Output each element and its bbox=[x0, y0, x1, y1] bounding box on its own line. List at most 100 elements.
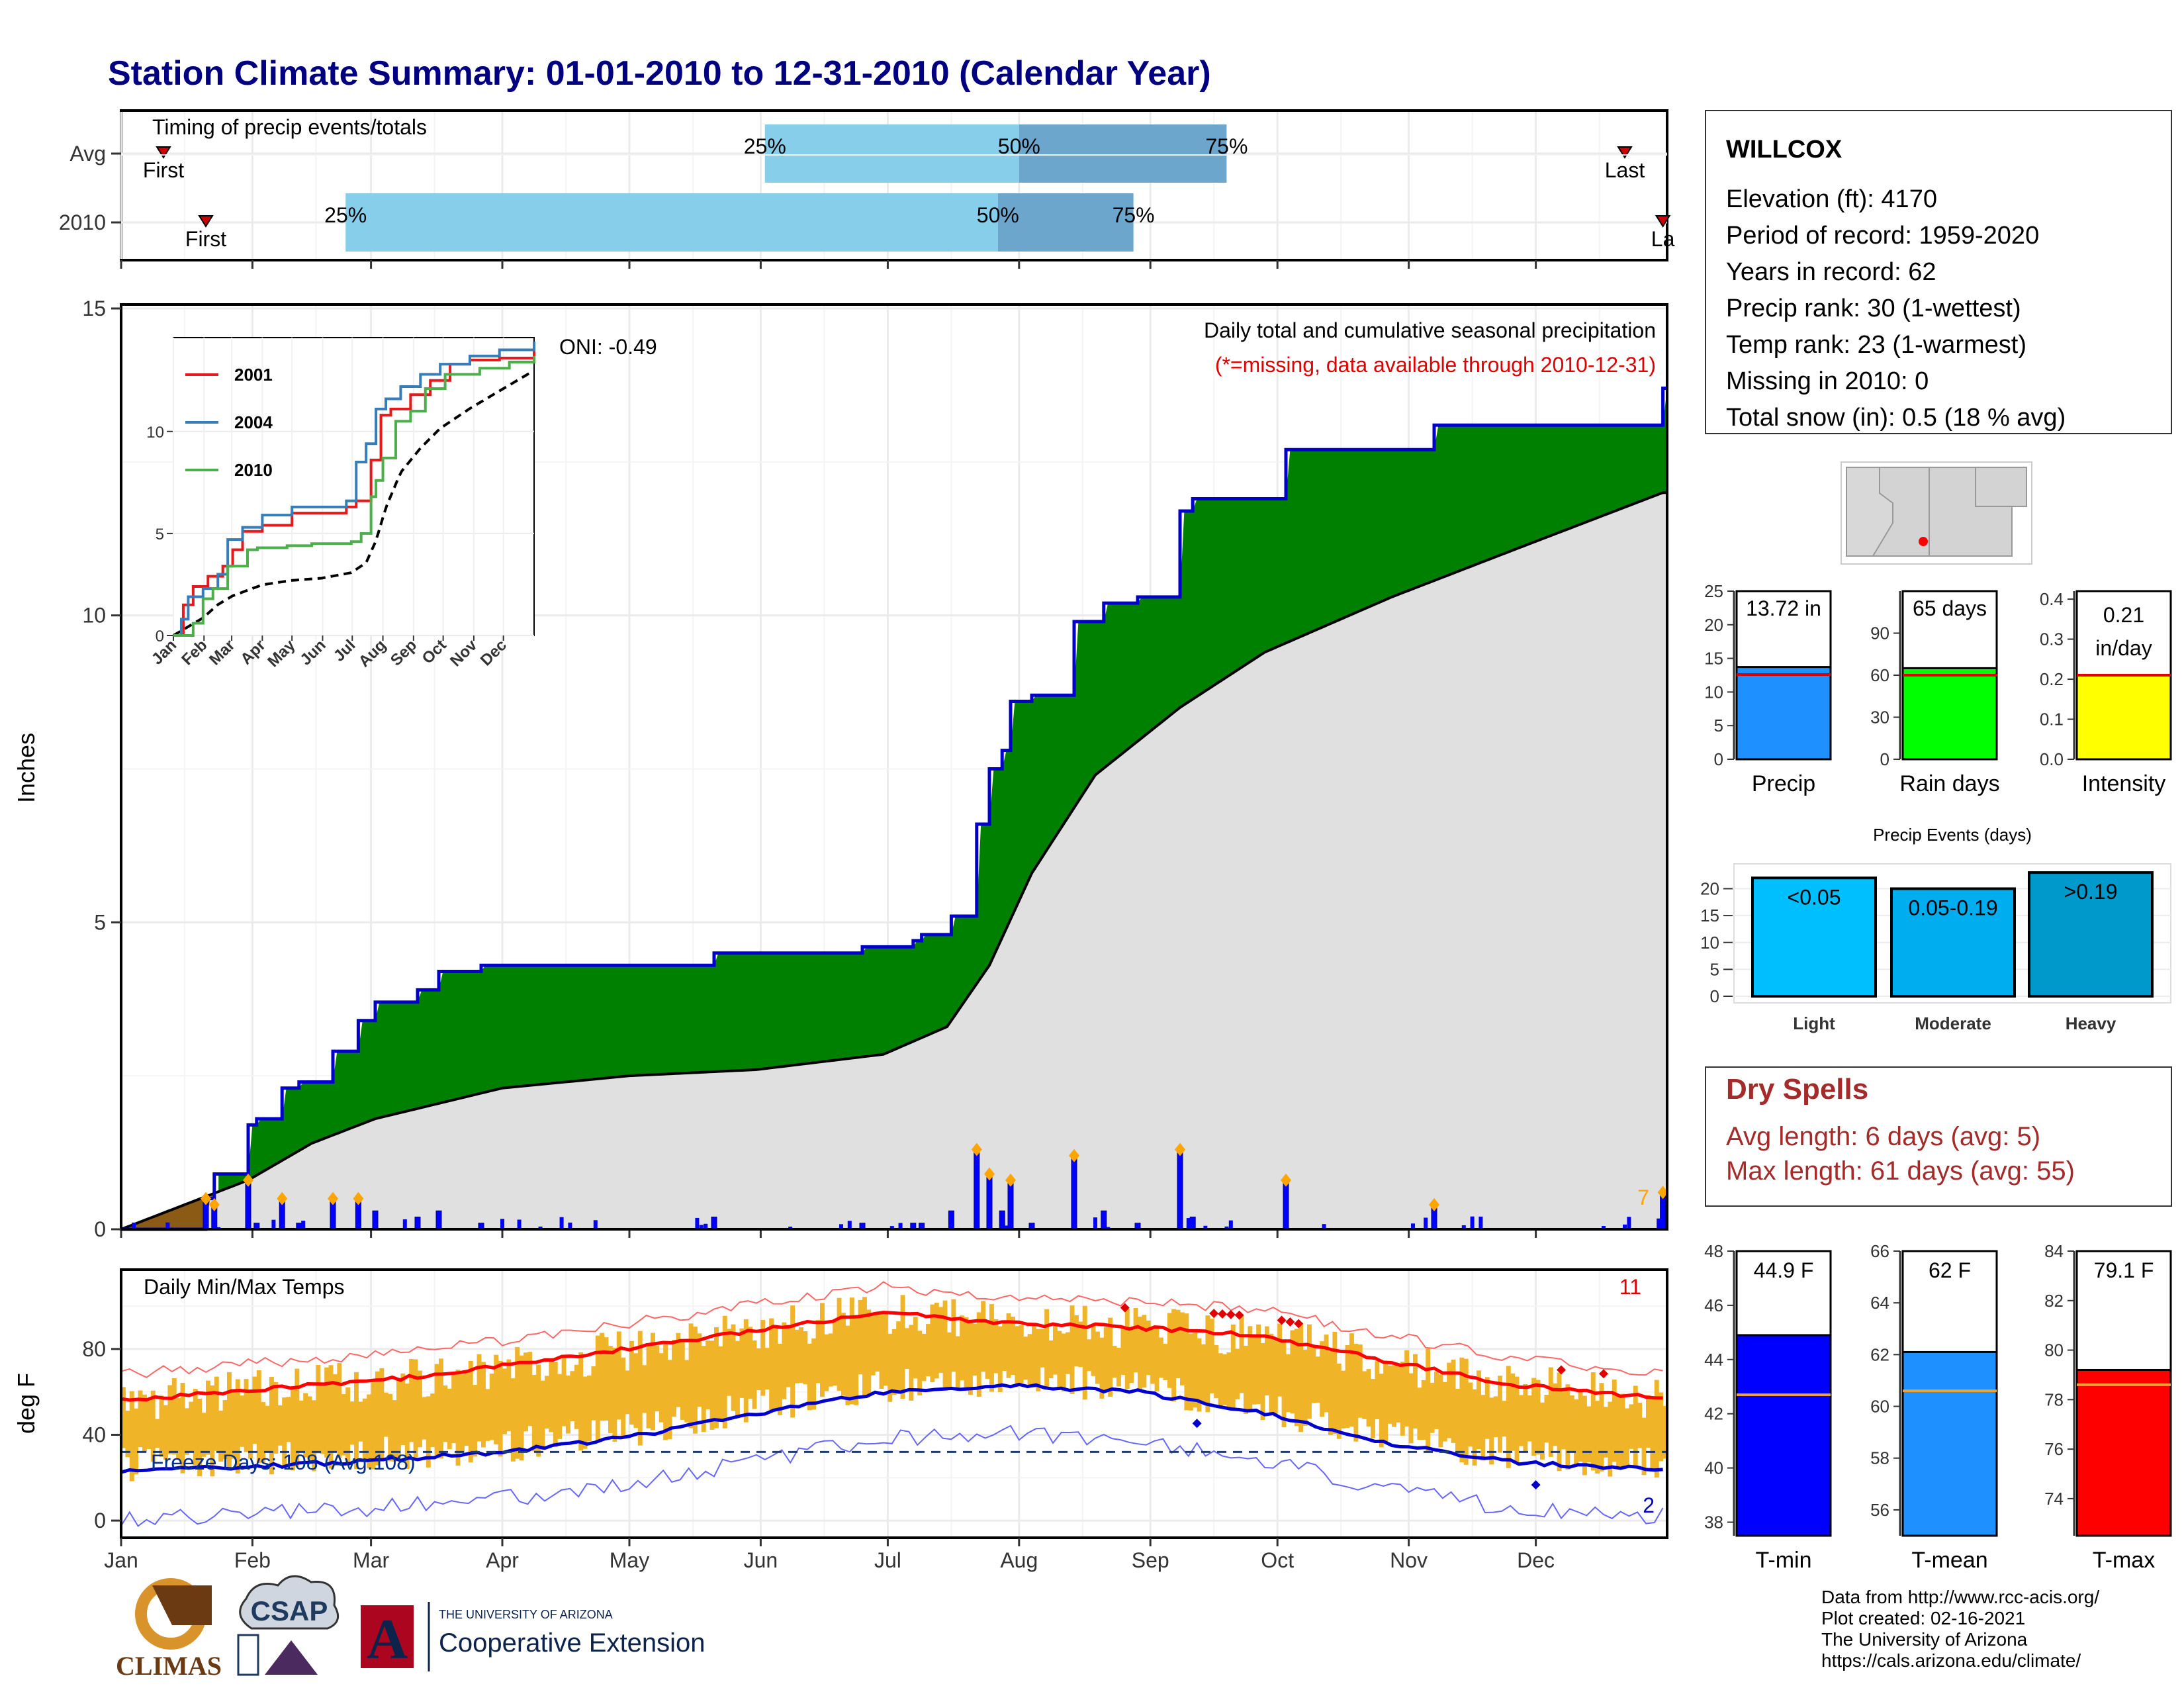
temp-daily-bar bbox=[1498, 1376, 1502, 1453]
temp-daily-bar bbox=[1472, 1389, 1477, 1466]
temp-daily-bar bbox=[1074, 1315, 1079, 1367]
temp-daily-bar bbox=[193, 1389, 198, 1466]
temp-daily-bar bbox=[570, 1371, 575, 1421]
inset-ytick-label: 10 bbox=[146, 424, 164, 442]
temp-daily-bar bbox=[545, 1376, 549, 1429]
temp-daily-bar bbox=[1426, 1348, 1431, 1452]
csap-rain bbox=[237, 1634, 259, 1676]
inset-ytick-label: 5 bbox=[156, 526, 164, 543]
inset-series-line-2004 bbox=[173, 342, 535, 637]
temp-daily-bar bbox=[367, 1394, 372, 1469]
timing-title: Timing of precip events/totals bbox=[152, 115, 427, 139]
temp-daily-bar bbox=[659, 1353, 664, 1423]
small-bar-tick-label: 0.2 bbox=[2040, 669, 2064, 689]
temp-record-high-marker bbox=[1557, 1365, 1566, 1375]
temp-y-axis: 0 40 80 bbox=[82, 1337, 121, 1532]
temp-daily-bar bbox=[1082, 1305, 1087, 1400]
temp-daily-bar bbox=[646, 1345, 651, 1429]
precip-daily-bar-small bbox=[1411, 1223, 1415, 1229]
temp-daily-bar bbox=[866, 1309, 872, 1395]
temp-daily-bar bbox=[1265, 1326, 1269, 1395]
precip-header-missing: (*=missing, data available through 2010-… bbox=[1215, 353, 1656, 377]
temp-daily-bar bbox=[760, 1320, 766, 1396]
temp-daily-bar bbox=[1371, 1379, 1375, 1438]
precip-extreme-marker bbox=[243, 1173, 253, 1187]
precip-ytick-label: 5 bbox=[94, 910, 106, 934]
temp-daily-bar bbox=[248, 1392, 253, 1459]
temp-bar-tick-label: 58 bbox=[1870, 1448, 1889, 1468]
station-line: Total snow (in): 0.5 (18 % avg) bbox=[1726, 404, 2066, 432]
temp-daily-bar bbox=[1019, 1325, 1024, 1383]
precip-daily-bar bbox=[711, 1216, 717, 1230]
temp-daily-bar bbox=[1078, 1321, 1083, 1368]
temp-daily-bar bbox=[926, 1324, 931, 1377]
temp-record-high-marker bbox=[1285, 1317, 1295, 1327]
ua-small-text: THE UNIVERSITY OF ARIZONA bbox=[439, 1608, 613, 1621]
temp-record-low-marker bbox=[1192, 1419, 1202, 1429]
precip-extreme-marker bbox=[1429, 1197, 1439, 1211]
temp-daily-bar bbox=[612, 1347, 617, 1442]
events-bar-label: <0.05 bbox=[1788, 885, 1841, 909]
temp-daily-bar bbox=[693, 1327, 698, 1434]
temp-daily-bar bbox=[985, 1322, 990, 1379]
temp-daily-bar bbox=[362, 1398, 367, 1460]
precip-daily-bar-small bbox=[695, 1217, 700, 1229]
temp-daily-bar bbox=[320, 1384, 325, 1454]
precip-daily-bar-small bbox=[839, 1224, 843, 1229]
small-bar-label: Intensity bbox=[2082, 771, 2166, 796]
temp-daily-bar bbox=[206, 1380, 210, 1455]
arizona-map bbox=[1841, 461, 2032, 565]
events-title: Precip Events (days) bbox=[1873, 825, 2032, 845]
temp-daily-bar bbox=[189, 1401, 194, 1452]
temp-daily-bar bbox=[150, 1390, 156, 1462]
temp-content bbox=[120, 1281, 1668, 1527]
temp-daily-bar bbox=[1023, 1336, 1028, 1380]
temp-daily-bar bbox=[180, 1383, 185, 1474]
temp-bar-label: T-max bbox=[2093, 1548, 2155, 1573]
small-bar-tick-label: 20 bbox=[1704, 615, 1723, 635]
temp-daily-bar bbox=[485, 1389, 490, 1441]
precip-daily-bar-small bbox=[1101, 1223, 1106, 1229]
small-bar-value: 65 days bbox=[1913, 596, 1987, 620]
temp-daily-bar bbox=[477, 1354, 482, 1442]
temp-bar-tick-label: 66 bbox=[1870, 1241, 1889, 1261]
precip-daily-bar-small bbox=[538, 1226, 543, 1229]
temp-daily-bar bbox=[1531, 1378, 1537, 1456]
temp-daily-bar bbox=[743, 1319, 749, 1423]
temp-daily-bar bbox=[849, 1297, 854, 1405]
temp-daily-bar bbox=[502, 1368, 507, 1434]
temp-record-high-marker bbox=[1120, 1303, 1130, 1313]
station-line: Missing in 2010: 0 bbox=[1726, 367, 1929, 395]
precip-daily-bar bbox=[1189, 1216, 1196, 1230]
temp-daily-bar bbox=[786, 1325, 791, 1387]
temp-daily-bar bbox=[1366, 1369, 1371, 1427]
temp-daily-bar bbox=[142, 1394, 147, 1452]
temp-daily-bar bbox=[672, 1340, 676, 1417]
precip-summary-bars: 0 5 10 15 20 25 13.72 in Precip 0 30 60 90 65 days Ra… bbox=[1704, 581, 2172, 796]
temp-daily-bar bbox=[1302, 1349, 1308, 1426]
temp-daily-bar bbox=[1036, 1329, 1041, 1391]
precip-daily-bar-small bbox=[593, 1220, 598, 1229]
temp-record-high-marker bbox=[1599, 1369, 1608, 1379]
temp-daily-bar bbox=[1459, 1357, 1465, 1463]
temp-daily-bar bbox=[820, 1303, 825, 1397]
csap-mountain bbox=[265, 1640, 318, 1675]
oni-label: ONI: -0.49 bbox=[559, 335, 657, 359]
month-label: Dec bbox=[1517, 1548, 1555, 1572]
station-info-box: WILLCOX Elevation (ft): 4170 Period of re… bbox=[1705, 110, 2172, 434]
precip-extreme-marker bbox=[1281, 1173, 1291, 1187]
temp-daily-bar bbox=[337, 1363, 342, 1458]
temp-daily-bar bbox=[1540, 1402, 1545, 1460]
temp-record-min-line bbox=[120, 1425, 1664, 1527]
month-label: Oct bbox=[1261, 1548, 1294, 1572]
small-bar-tick-label: 0.4 bbox=[2040, 589, 2064, 609]
temp-daily-bar bbox=[1320, 1341, 1325, 1417]
temp-daily-bar bbox=[121, 1387, 126, 1448]
precip-y-axis: 0 5 10 15 bbox=[82, 297, 121, 1241]
temp-daily-bar bbox=[942, 1300, 948, 1391]
precip-daily-bar-small bbox=[1470, 1216, 1475, 1229]
temp-daily-bar bbox=[540, 1380, 545, 1450]
temp-daily-bar bbox=[1430, 1382, 1435, 1433]
temp-summary-bars: 38 40 42 44 46 48 44.9 F T-min 56 58 60 62 64 66 62 F T… bbox=[1704, 1241, 2172, 1573]
